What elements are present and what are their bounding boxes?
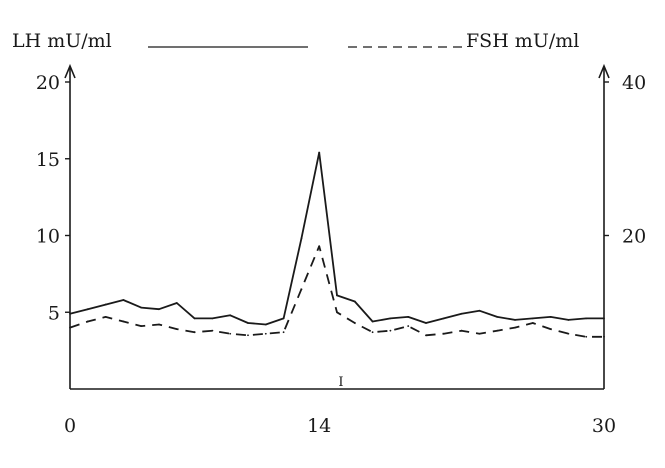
fsh-data-point xyxy=(514,326,516,329)
lh-data-point xyxy=(460,312,463,315)
lh-data-point xyxy=(69,312,71,315)
fsh-data-point xyxy=(318,245,321,248)
lh-data-point xyxy=(478,309,481,312)
center-marker-label: I xyxy=(338,375,343,390)
fsh-data-point xyxy=(407,325,410,327)
left-y-tick-label: 10 xyxy=(36,226,60,248)
fsh-data-point xyxy=(585,335,588,338)
lh-data-point xyxy=(353,300,356,303)
lh-series-line xyxy=(69,151,604,326)
fsh-data-point xyxy=(140,325,143,327)
lh-data-point xyxy=(122,299,125,301)
fsh-data-point xyxy=(353,322,356,324)
fsh-data-point xyxy=(247,334,249,337)
fsh-data-point xyxy=(389,329,392,332)
fsh-data-point xyxy=(104,315,107,318)
labels-layer: LH mU/ml FSH mU/ml I 5 10 15 20 20 40 0 14 30 xyxy=(12,30,646,437)
lh-data-point xyxy=(300,237,303,240)
left-y-axis-arrow xyxy=(64,63,76,79)
lh-data-point xyxy=(425,322,427,324)
fsh-data-point xyxy=(300,288,303,291)
lh-data-point xyxy=(318,151,321,154)
left-y-tick-label: 15 xyxy=(36,149,60,171)
lh-data-point xyxy=(282,317,285,320)
series-layer xyxy=(69,151,605,338)
fsh-data-point xyxy=(496,329,499,332)
fsh-data-point xyxy=(211,329,214,332)
lh-data-point xyxy=(407,315,410,318)
lh-data-point xyxy=(158,308,160,311)
lh-data-point xyxy=(229,314,232,317)
fsh-data-point xyxy=(86,320,89,323)
fsh-data-point xyxy=(567,332,570,335)
left-y-tick-label: 20 xyxy=(36,72,60,94)
lh-data-point xyxy=(211,317,214,320)
fsh-data-point xyxy=(442,332,445,335)
right-y-tick-label: 20 xyxy=(622,226,646,248)
x-tick-label: 0 xyxy=(64,415,76,437)
fsh-data-point xyxy=(282,331,285,334)
fsh-data-point xyxy=(229,332,232,335)
fsh-data-point xyxy=(425,334,427,337)
lh-data-point xyxy=(531,317,534,320)
x-tick-label: 14 xyxy=(307,415,331,437)
lh-data-point xyxy=(193,317,196,320)
legend-fsh-label: FSH mU/ml xyxy=(466,30,579,52)
lh-data-point xyxy=(585,317,588,320)
lh-data-point xyxy=(175,302,178,304)
legend-lh-label: LH mU/ml xyxy=(12,30,112,52)
lh-data-point xyxy=(567,319,570,321)
fsh-data-point xyxy=(549,328,552,331)
lh-data-point xyxy=(336,294,338,297)
lh-data-point xyxy=(603,317,605,320)
lh-data-point xyxy=(104,303,107,306)
right-y-axis-arrow xyxy=(598,63,610,79)
fsh-data-point xyxy=(122,320,125,323)
lh-data-point xyxy=(514,319,516,321)
lh-data-point xyxy=(371,320,374,323)
fsh-data-point xyxy=(336,311,338,314)
lh-data-point xyxy=(140,306,143,309)
fsh-data-point xyxy=(264,332,267,335)
fsh-data-point xyxy=(531,322,534,324)
lh-data-point xyxy=(86,308,89,311)
fsh-data-point xyxy=(158,323,160,326)
fsh-data-point xyxy=(371,331,374,334)
axes-layer xyxy=(64,46,610,390)
fsh-data-point xyxy=(69,326,71,329)
fsh-data-point xyxy=(460,329,463,332)
lh-data-point xyxy=(496,315,499,318)
lh-data-point xyxy=(264,323,267,326)
lh-data-point xyxy=(247,322,249,324)
right-y-tick-label: 40 xyxy=(622,72,646,94)
lh-data-point xyxy=(389,317,392,320)
fsh-data-point xyxy=(193,331,196,334)
fsh-data-point xyxy=(603,335,605,338)
left-y-tick-label: 5 xyxy=(48,302,60,324)
x-tick-label: 30 xyxy=(592,415,616,437)
fsh-data-point xyxy=(478,332,481,335)
lh-data-point xyxy=(549,315,552,318)
lh-data-point xyxy=(442,317,445,320)
fsh-data-point xyxy=(175,328,178,331)
